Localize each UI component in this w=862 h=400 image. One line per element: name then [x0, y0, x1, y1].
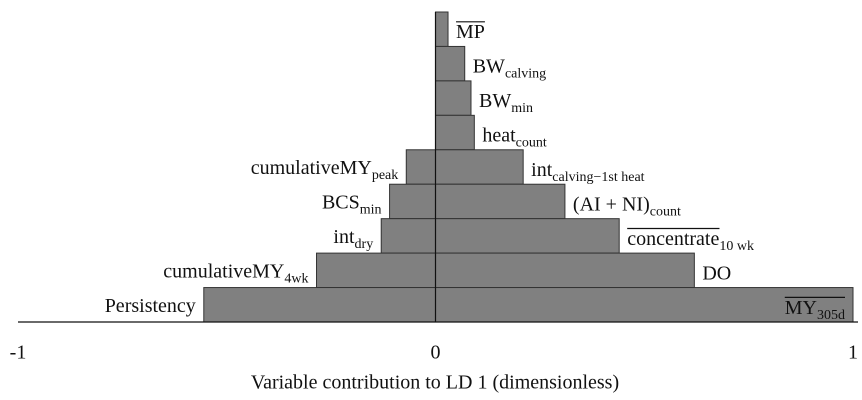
label-subscript: calving [505, 67, 546, 82]
label-text: BCS [322, 191, 360, 213]
label-subscript: 305d [817, 308, 845, 323]
bar [435, 45, 466, 82]
bar [405, 149, 436, 185]
label-subscript: 4wk [284, 272, 308, 287]
bar [435, 149, 524, 185]
bar [435, 252, 695, 289]
label-subscript: peak [372, 168, 398, 183]
bar-label: cumulativeMY4wk [163, 260, 308, 287]
bar-label: BWcalving [473, 55, 546, 82]
x-tick-label: 1 [848, 342, 858, 364]
label-text: cumulativeMY [251, 157, 372, 179]
bar [203, 287, 436, 323]
bar-label: concentrate10 wk [627, 227, 754, 254]
label-text: (AI + NI) [573, 193, 650, 215]
bar [435, 11, 449, 47]
bar-label: MY305d [785, 296, 845, 323]
bar [435, 114, 475, 151]
label-text: concentrate [627, 227, 719, 249]
label-text: int [333, 225, 355, 247]
label-text: int [531, 159, 553, 181]
label-subscript: dry [355, 237, 374, 252]
label-text: Persistency [105, 294, 196, 316]
label-subscript: min [511, 101, 533, 116]
bar [435, 218, 620, 254]
label-text: DO [702, 262, 731, 284]
bar-label: Persistency [105, 294, 196, 316]
label-text: heat [482, 124, 516, 146]
x-tick-label: 0 [431, 342, 441, 364]
bar [380, 218, 437, 254]
label-text: BW [473, 55, 505, 77]
label-subscript: min [360, 203, 382, 218]
bar-label: BWmin [479, 90, 533, 117]
bar [435, 183, 566, 220]
bar-label: heatcount [482, 124, 547, 151]
bar [435, 80, 472, 116]
x-axis-title: Variable contribution to LD 1 (dimension… [251, 372, 619, 394]
label-subscript: count [650, 205, 681, 220]
bar-label: intcalving−1st heat [531, 159, 644, 186]
label-subscript: count [516, 136, 547, 151]
label-subscript: 10 wk [719, 239, 754, 254]
bar-label: MP [456, 21, 485, 43]
bar-label: cumulativeMYpeak [251, 157, 399, 184]
label-subscript: calving−1st heat [552, 170, 644, 185]
label-text: cumulativeMY [163, 260, 284, 282]
bar-label: DO [702, 262, 731, 284]
bar-label: intdry [333, 225, 373, 252]
x-tick-label: -1 [10, 342, 27, 364]
bar-label: (AI + NI)count [573, 193, 681, 220]
label-text: MP [456, 21, 485, 43]
bar [316, 252, 437, 289]
bar-label: BCSmin [322, 191, 382, 218]
label-text: BW [479, 90, 511, 112]
label-text: MY [785, 296, 817, 318]
bar [389, 183, 437, 220]
